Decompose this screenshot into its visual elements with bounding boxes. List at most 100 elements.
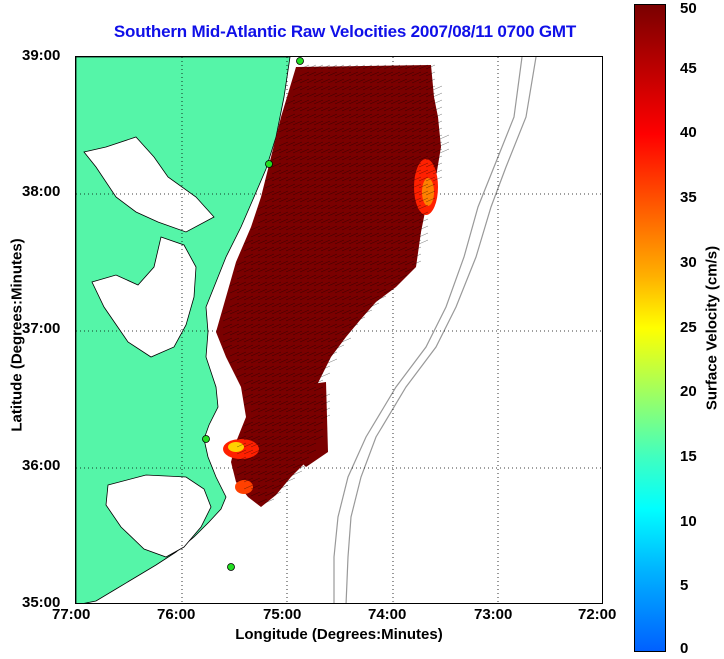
velocity-vector <box>376 85 387 91</box>
velocity-vector <box>320 330 331 336</box>
velocity-vector <box>334 218 345 224</box>
velocity-vector <box>355 148 366 154</box>
velocity-vector <box>306 449 317 455</box>
velocity-vector <box>271 302 282 308</box>
velocity-vector <box>243 358 254 364</box>
velocity-vector <box>355 162 366 168</box>
velocity-vector <box>313 260 324 266</box>
velocity-vector <box>348 225 359 231</box>
velocity-vector <box>264 379 275 385</box>
velocity-vector <box>334 344 345 350</box>
velocity-vector <box>257 225 268 231</box>
velocity-vector <box>334 78 345 84</box>
velocity-vector <box>320 316 331 322</box>
velocity-vector <box>257 288 268 294</box>
velocity-vector <box>425 141 436 147</box>
velocity-vector <box>355 204 366 210</box>
velocity-vector <box>285 127 296 133</box>
velocity-vector <box>299 323 310 329</box>
velocity-vector <box>299 64 310 70</box>
velocity-vector <box>313 295 324 301</box>
velocity-vector <box>327 92 338 98</box>
velocity-vector <box>376 260 387 266</box>
velocity-vector <box>355 225 366 231</box>
velocity-vector <box>236 260 247 266</box>
velocity-vector <box>362 225 373 231</box>
velocity-vector <box>404 218 415 224</box>
velocity-vector <box>418 148 429 154</box>
velocity-vector <box>292 113 303 119</box>
velocity-vector <box>250 330 261 336</box>
velocity-vector <box>432 127 443 133</box>
velocity-vector <box>271 365 282 371</box>
velocity-vector <box>355 183 366 189</box>
velocity-vector <box>362 64 373 70</box>
velocity-vector <box>362 239 373 245</box>
velocity-vector <box>341 106 352 112</box>
velocity-vector <box>327 183 338 189</box>
velocity-vector <box>313 246 324 252</box>
velocity-vector <box>320 351 331 357</box>
velocity-vector <box>313 323 324 329</box>
velocity-vector <box>306 155 317 161</box>
velocity-vector <box>278 155 289 161</box>
velocity-vector <box>250 344 261 350</box>
velocity-vector <box>334 337 345 343</box>
velocity-vector <box>264 260 275 266</box>
velocity-vector <box>348 127 359 133</box>
velocity-vector <box>299 330 310 336</box>
velocity-vector <box>313 183 324 189</box>
velocity-vector <box>320 169 331 175</box>
velocity-vector <box>320 309 331 315</box>
velocity-vector <box>376 190 387 196</box>
velocity-vector <box>299 183 310 189</box>
velocity-vector <box>306 351 317 357</box>
velocity-vector <box>327 274 338 280</box>
velocity-vector <box>306 211 317 217</box>
velocity-vector <box>271 435 282 441</box>
velocity-vector <box>271 288 282 294</box>
velocity-vector <box>292 176 303 182</box>
velocity-vector <box>257 302 268 308</box>
velocity-vector <box>383 211 394 217</box>
velocity-vector <box>299 365 310 371</box>
velocity-vector <box>292 470 303 476</box>
velocity-vector <box>285 351 296 357</box>
velocity-vector <box>285 148 296 154</box>
velocity-vector <box>397 92 408 98</box>
velocity-vector <box>271 267 282 273</box>
velocity-vector <box>285 435 296 441</box>
velocity-vector <box>362 169 373 175</box>
velocity-vector <box>313 120 324 126</box>
velocity-vector <box>369 85 380 91</box>
velocity-vector <box>306 141 317 147</box>
velocity-vector <box>341 134 352 140</box>
velocity-vector <box>411 246 422 252</box>
velocity-vector <box>383 106 394 112</box>
velocity-vector <box>362 288 373 294</box>
velocity-vector <box>299 253 310 259</box>
velocity-vector <box>264 176 275 182</box>
velocity-vector <box>264 218 275 224</box>
colorbar-tick: 5 <box>680 577 689 595</box>
velocity-vector <box>264 309 275 315</box>
velocity-vector <box>383 141 394 147</box>
velocity-vector <box>341 225 352 231</box>
velocity-vector <box>313 358 324 364</box>
velocity-vector <box>250 456 261 462</box>
velocity-vector <box>397 183 408 189</box>
velocity-vector <box>278 393 289 399</box>
velocity-vector <box>278 183 289 189</box>
radar-stations <box>202 57 304 571</box>
velocity-vector <box>264 414 275 420</box>
velocity-vector <box>341 323 352 329</box>
velocity-vector <box>376 176 387 182</box>
velocity-vector <box>390 246 401 252</box>
velocity-vector <box>229 309 240 315</box>
velocity-vector <box>264 386 275 392</box>
velocity-vector <box>369 211 380 217</box>
velocity-vector <box>306 85 317 91</box>
velocity-vector <box>327 141 338 147</box>
velocity-vector <box>355 106 366 112</box>
velocity-vector <box>425 85 436 91</box>
